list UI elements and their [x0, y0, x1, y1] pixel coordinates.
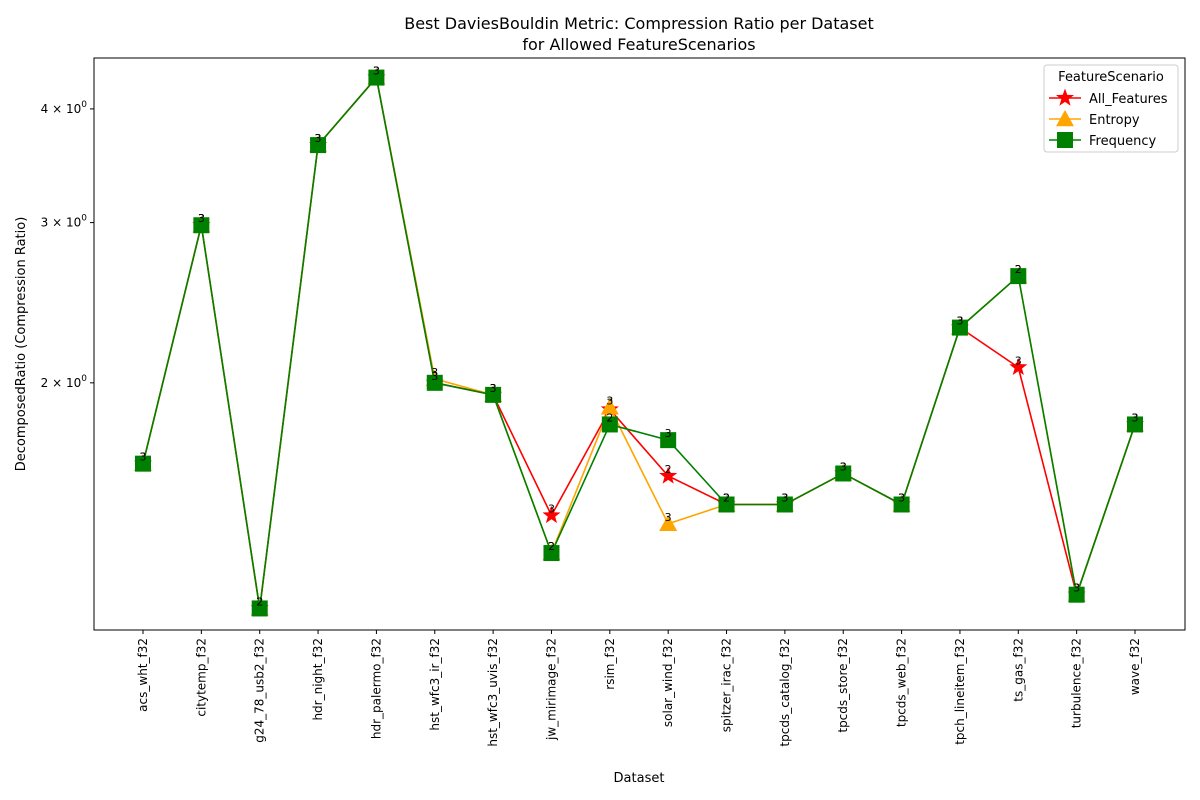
data-label-frequency: 3: [490, 382, 497, 395]
x-tick-label: hst_wfc3_ir_f32: [428, 638, 442, 731]
x-tick-label: tpch_lineitem_f32: [953, 638, 967, 745]
x-tick-label: turbulence_f32: [1070, 638, 1084, 728]
legend-label-all-features: All_Features: [1089, 92, 1168, 107]
data-point-frequency: [718, 496, 735, 513]
data-label-frequency: 2: [256, 595, 263, 608]
legend-marker-entropy: [1056, 110, 1074, 127]
data-point-frequency: [601, 416, 618, 433]
data-label-frequency: 3: [1073, 582, 1080, 595]
data-label-frequency: 2: [548, 540, 555, 553]
data-point-entropy: [659, 514, 678, 531]
x-tick-label: citytemp_f32: [194, 638, 208, 717]
series-line-entropy: [142, 75, 1136, 609]
data-label-entropy: 3: [606, 394, 613, 407]
x-tick-label: wave_f32: [1128, 638, 1142, 695]
data-point-frequency: [660, 432, 677, 449]
data-label-frequency: 3: [431, 370, 438, 383]
data-label-all-features: 3: [1015, 354, 1022, 367]
data-label-all-features: 2: [665, 463, 672, 476]
data-point-frequency: [893, 496, 910, 513]
data-point-frequency: [835, 465, 852, 482]
legend: FeatureScenario All_Features Entropy Frequ…: [1043, 64, 1179, 153]
x-tick-label: tpcds_store_f32: [836, 638, 850, 733]
plot-frame: [93, 57, 1186, 631]
chart-title: Best DaviesBouldin Metric: Compression R…: [404, 14, 874, 33]
data-point-frequency: [951, 319, 968, 336]
y-tick-label: 2 × 100: [41, 374, 88, 390]
data-point-entropy: [600, 398, 619, 415]
chart-subtitle: for Allowed FeatureScenarios: [522, 35, 755, 54]
x-axis-label: Dataset: [614, 771, 665, 786]
data-point-all-features: [542, 505, 561, 524]
data-label-frequency: 2: [723, 491, 730, 504]
data-point-frequency: [251, 600, 268, 617]
data-point-frequency: [485, 386, 502, 403]
data-label-all-features: 3: [548, 502, 555, 515]
x-tick-label: hdr_night_f32: [311, 638, 325, 721]
data-point-all-features: [1009, 357, 1028, 376]
data-label-frequency: 3: [898, 491, 905, 504]
legend-label-entropy: Entropy: [1089, 113, 1140, 128]
x-tick-label: solar_wind_f32: [661, 638, 675, 727]
x-tick-label: hst_wfc3_uvis_f32: [486, 638, 500, 747]
data-label-frequency: 3: [781, 491, 788, 504]
legend-box: [1043, 64, 1179, 153]
data-label-frequency: 2: [606, 411, 613, 424]
data-label-entropy: 3: [665, 511, 672, 524]
x-tick-label: hdr_palermo_f32: [369, 638, 383, 739]
y-axis-label: DecomposedRatio (Compression Ratio): [14, 217, 29, 472]
series-line-all-features: [142, 75, 1136, 609]
data-point-frequency: [310, 137, 327, 154]
data-label-frequency: 3: [315, 132, 322, 145]
data-label-frequency: 3: [373, 65, 380, 78]
data-label-frequency: 2: [1015, 263, 1022, 276]
legend-marker-all-features: [1055, 88, 1075, 106]
data-label-frequency: 3: [1132, 411, 1139, 424]
data-point-frequency: [1068, 586, 1085, 603]
legend-title: FeatureScenario: [1058, 70, 1164, 85]
data-point-frequency: [426, 374, 443, 391]
data-label-frequency: 3: [140, 451, 147, 464]
data-label-frequency: 3: [956, 315, 963, 328]
data-point-frequency: [368, 69, 385, 86]
y-tick-label: 3 × 100: [41, 214, 88, 230]
legend-label-frequency: Frequency: [1089, 134, 1156, 149]
x-tick-label: rsim_f32: [603, 638, 617, 690]
x-tick-label: tpcds_web_f32: [895, 638, 909, 727]
x-tick-label: jw_mirimage_f32: [544, 638, 558, 741]
x-tick-label: ts_gas_f32: [1011, 638, 1025, 702]
x-tick-label: acs_wht_f32: [136, 638, 150, 712]
data-point-frequency: [776, 496, 793, 513]
x-tick-label: tpcds_catalog_f32: [778, 638, 792, 747]
data-label-frequency: 3: [198, 212, 205, 225]
x-tick-label: spitzer_irac_f32: [720, 638, 734, 732]
data-point-frequency: [135, 455, 151, 472]
y-tick-label: 4 × 100: [41, 100, 88, 116]
data-label-frequency: 3: [840, 460, 847, 473]
data-point-frequency: [193, 217, 210, 234]
data-point-frequency: [1010, 268, 1027, 285]
data-point-all-features: [659, 466, 678, 484]
data-label-entropy: 3: [431, 366, 438, 379]
legend-marker-frequency: [1057, 132, 1073, 148]
x-tick-label: g24_78_usb2_f32: [253, 638, 267, 743]
plot-area: acs_wht_f32 citytemp_f32 g24_78_usb2_f32 hd…: [41, 57, 1186, 747]
data-point-frequency: [543, 545, 560, 562]
data-point-frequency: [1127, 416, 1143, 433]
data-label-frequency: 3: [665, 427, 672, 440]
series-line-frequency: [142, 75, 1136, 609]
